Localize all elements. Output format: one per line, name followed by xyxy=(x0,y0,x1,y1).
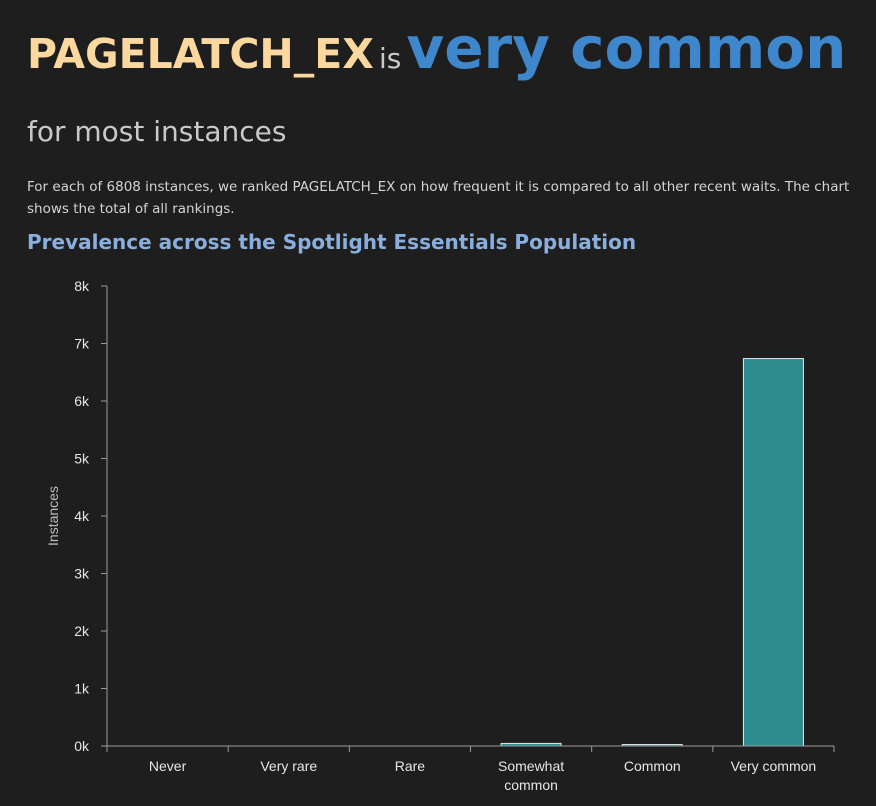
headline-verdict: very common xyxy=(406,14,847,82)
x-tick-label: Very rare xyxy=(260,758,317,774)
y-tick-label: 8k xyxy=(74,278,90,294)
y-tick-label: 0k xyxy=(74,738,90,754)
chart-heading: Prevalence across the Spotlight Essentia… xyxy=(27,230,637,254)
x-tick-label: Somewhat xyxy=(498,758,564,774)
headline-connector: is xyxy=(378,42,402,75)
headline: PAGELATCH_EX is very common for most ins… xyxy=(27,14,857,170)
x-tick-label: Never xyxy=(149,758,187,774)
description: For each of 6808 instances, we ranked PA… xyxy=(27,179,850,217)
headline-suffix: for most instances xyxy=(27,115,287,148)
y-tick-label: 3k xyxy=(74,566,90,582)
bar-very-common xyxy=(742,358,804,747)
y-tick-label: 5k xyxy=(74,451,90,467)
y-tick-label: 2k xyxy=(74,623,90,639)
x-tick-label: common xyxy=(504,777,558,793)
y-axis-title: Instances xyxy=(45,486,61,546)
y-tick-label: 6k xyxy=(74,393,90,409)
y-tick-label: 1k xyxy=(74,681,90,697)
y-tick-label: 4k xyxy=(74,508,90,524)
x-tick-label: Common xyxy=(624,758,681,774)
x-tick-label: Very common xyxy=(731,758,817,774)
x-tick-label: Rare xyxy=(395,758,426,774)
headline-subject: PAGELATCH_EX xyxy=(27,30,374,78)
y-tick-label: 7k xyxy=(74,336,90,352)
